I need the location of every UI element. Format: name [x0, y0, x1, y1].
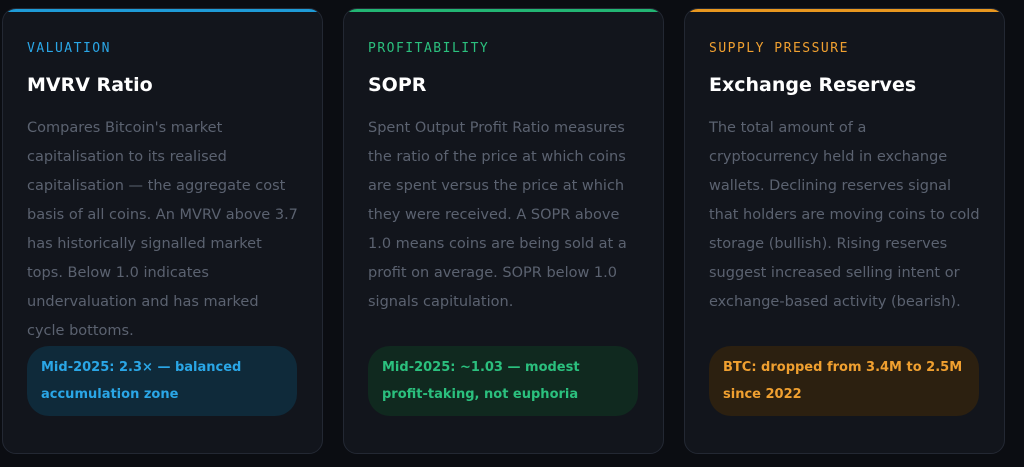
card-note: BTC: dropped from 3.4M to 2.5M since 202…	[709, 346, 979, 416]
card-tag: SUPPLY PRESSURE	[709, 41, 849, 56]
card-note: Mid-2025: ~1.03 — modest profit-taking, …	[368, 346, 638, 416]
card-body: The total amount of a cryptocurrency hel…	[709, 120, 980, 310]
card-tag: VALUATION	[27, 41, 111, 56]
card-body: Spent Output Profit Ratio measures the r…	[368, 120, 627, 310]
card-title: SOPR	[368, 74, 427, 96]
card-title: Exchange Reserves	[709, 74, 917, 96]
card: SUPPLY PRESSURE Exchange Reserves The to…	[684, 8, 1005, 454]
card: PROFITABILITY SOPR Spent Output Profit R…	[343, 8, 664, 454]
card-note: Mid-2025: 2.3× — balanced accumulation z…	[27, 346, 297, 416]
cards: VALUATION MVRV Ratio Compares Bitcoin's …	[2, 0, 1024, 454]
card-title: MVRV Ratio	[27, 74, 153, 96]
card-body: Compares Bitcoin's market capitalisation…	[27, 120, 298, 339]
card-tag: PROFITABILITY	[368, 41, 490, 56]
card: VALUATION MVRV Ratio Compares Bitcoin's …	[2, 8, 323, 454]
